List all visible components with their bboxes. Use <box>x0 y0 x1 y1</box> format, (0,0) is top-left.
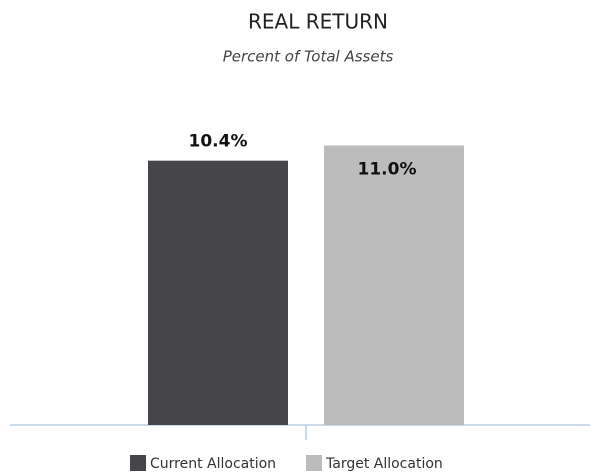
data-label: 10.4% <box>189 132 248 152</box>
chart-title: REAL RETURN <box>248 10 388 34</box>
bar <box>148 160 288 425</box>
legend-swatch <box>130 455 146 471</box>
data-label: 11.0% <box>358 159 417 179</box>
bar <box>324 145 464 425</box>
chart-subtitle: Percent of Total Assets <box>223 48 394 66</box>
legend-label: Target Allocation <box>325 456 443 472</box>
legend-swatch <box>306 455 322 471</box>
legend-label: Current Allocation <box>150 456 276 472</box>
